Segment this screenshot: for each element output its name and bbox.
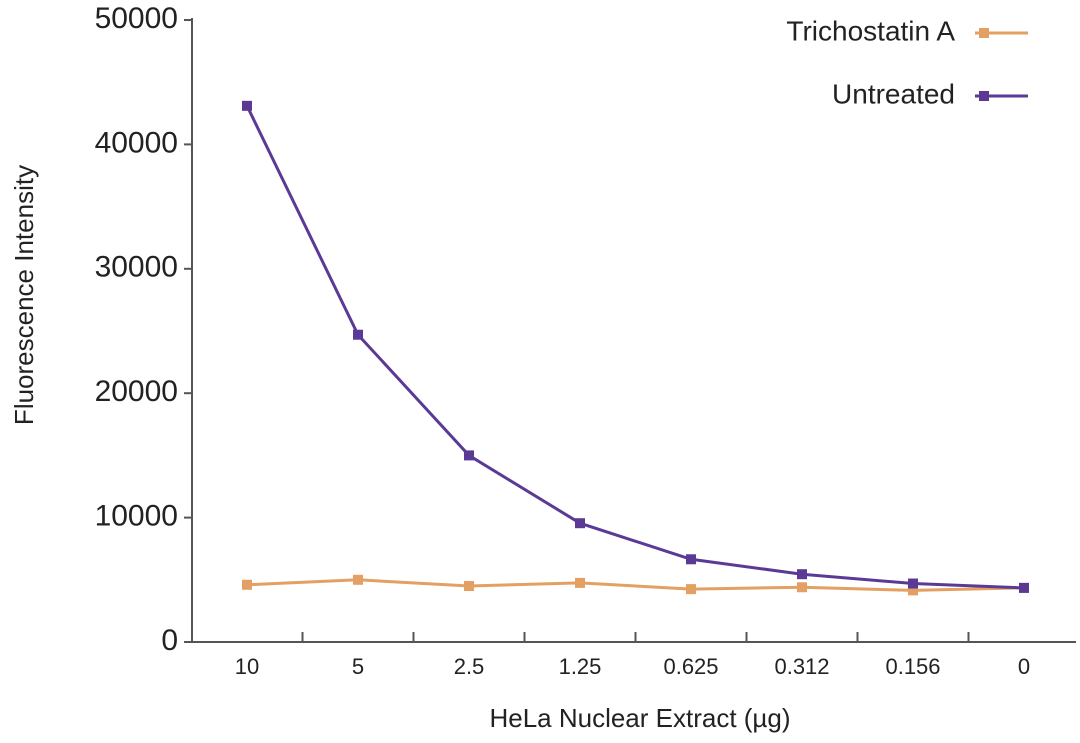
- point: [686, 554, 696, 565]
- point: [353, 329, 363, 340]
- y-tick-label: 40000: [95, 126, 178, 159]
- point: [908, 578, 918, 589]
- y-tick-label: 10000: [95, 500, 178, 533]
- point: [242, 100, 252, 111]
- x-tick-label: 1.25: [559, 654, 602, 679]
- point: [797, 582, 807, 593]
- x-tick-label: 0.625: [663, 654, 718, 679]
- x-axis-title: HeLa Nuclear Extract (µg): [489, 703, 790, 733]
- series-line: [246, 578, 1025, 592]
- y-tick-label: 0: [161, 624, 178, 657]
- y-tick-label: 20000: [95, 375, 178, 408]
- x-tick-label: 10: [235, 654, 259, 679]
- point: [686, 584, 696, 595]
- y-tick-label: 30000: [95, 251, 178, 284]
- legend-marker: [979, 28, 989, 38]
- point: [1019, 582, 1029, 593]
- x-tick-label: 0.312: [774, 654, 829, 679]
- point: [464, 450, 474, 461]
- x-tick-label: 0: [1018, 654, 1030, 679]
- legend-marker: [979, 91, 989, 101]
- legend-label: Untreated: [832, 78, 955, 109]
- series-line: [245, 105, 1025, 590]
- y-tick-label: 50000: [95, 2, 178, 35]
- point: [797, 569, 807, 580]
- point: [575, 577, 585, 588]
- point: [353, 574, 363, 585]
- point: [242, 579, 252, 590]
- point: [575, 518, 585, 529]
- x-tick-label: 0.156: [885, 654, 940, 679]
- point: [464, 581, 474, 592]
- y-axis-title: Fluorescence Intensity: [9, 165, 39, 425]
- legend-label: Trichostatin A: [786, 15, 955, 46]
- x-tick-label: 2.5: [454, 654, 485, 679]
- x-tick-label: 5: [352, 654, 364, 679]
- point: [908, 585, 918, 596]
